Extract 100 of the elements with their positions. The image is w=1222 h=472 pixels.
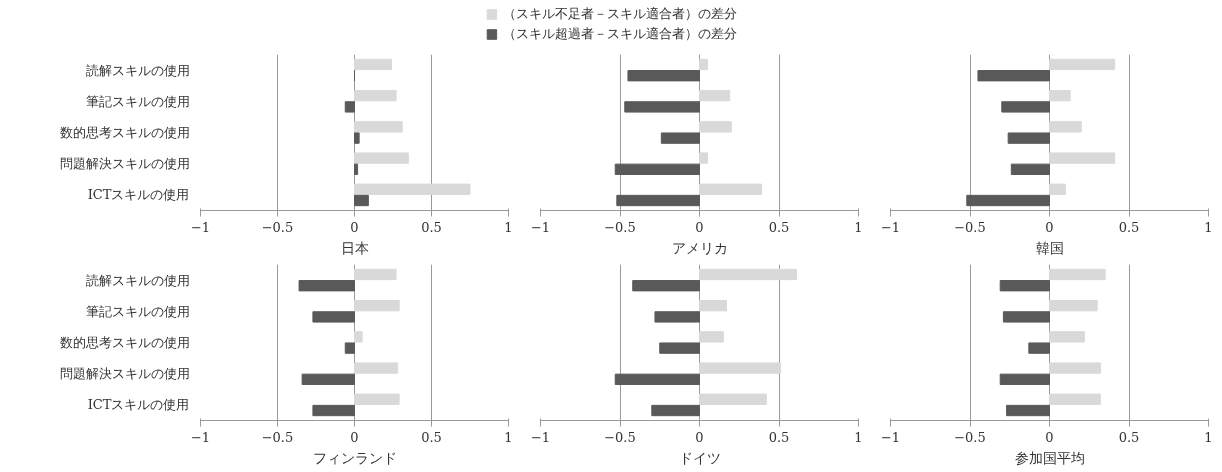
bar [354, 331, 363, 343]
bar [699, 58, 708, 71]
y-tick-label: 数的思考スキルの使用 [59, 335, 190, 350]
y-tick-label: 読解スキルの使用 [85, 62, 190, 78]
bar [1002, 311, 1050, 323]
x-tick-label: −1 [880, 429, 901, 445]
bar [699, 183, 763, 195]
x-tick-label: 0 [695, 219, 704, 235]
bar [1049, 121, 1082, 133]
x-tick-label: −0.5 [954, 219, 986, 235]
bar [660, 132, 700, 144]
x-tick-label: 1 [854, 219, 863, 235]
legend-label: （スキル不足者－スキル適合者）の差分 [502, 5, 737, 23]
bar [966, 194, 1050, 207]
bar [354, 268, 397, 281]
bar [1049, 393, 1101, 405]
bar [699, 393, 767, 405]
bar [699, 90, 731, 102]
legend-label: （スキル超過者－スキル適合者）の差分 [502, 25, 737, 43]
bar [1007, 132, 1050, 144]
bar [354, 300, 400, 312]
y-tick-label: 読解スキルの使用 [85, 272, 190, 288]
y-tick-label: 問題解決スキルの使用 [59, 366, 190, 382]
bar [624, 101, 700, 113]
x-axis-title: アメリカ [671, 239, 728, 256]
x-tick-label: −0.5 [604, 429, 636, 445]
x-tick-label: 0.5 [768, 219, 790, 235]
x-tick-label: 1 [1204, 429, 1213, 445]
bar [1049, 300, 1098, 312]
x-tick-label: −1 [880, 219, 901, 235]
x-tick-label: 1 [504, 429, 513, 445]
x-tick-label: 0 [350, 219, 359, 235]
bar [354, 393, 400, 405]
y-tick-label: 数的思考スキルの使用 [59, 125, 190, 140]
bar [1010, 163, 1050, 175]
x-tick-label: 1 [504, 219, 513, 235]
bar [354, 362, 399, 374]
bar [298, 280, 355, 292]
bar [699, 331, 724, 343]
bar [354, 132, 360, 144]
bar [354, 121, 403, 133]
bar [344, 342, 355, 354]
bar [1001, 101, 1050, 113]
x-tick-label: −1 [530, 219, 551, 235]
bar [1028, 342, 1050, 354]
x-tick-label: 0.5 [421, 429, 442, 445]
x-tick-label: −0.5 [261, 219, 294, 235]
x-axis-title: フィンランド [312, 449, 397, 466]
y-tick-label: ICTスキルの使用 [87, 397, 190, 413]
y-tick-label: 問題解決スキルの使用 [59, 156, 190, 172]
bar [699, 362, 782, 374]
bar [312, 311, 355, 323]
bar [699, 300, 728, 312]
bar [999, 280, 1050, 292]
x-tick-label: 1 [1204, 219, 1213, 235]
x-tick-label: −0.5 [261, 429, 294, 445]
y-tick-label: 筆記スキルの使用 [85, 93, 190, 109]
bar [999, 373, 1050, 385]
x-tick-label: −1 [530, 429, 551, 445]
bar [1049, 331, 1085, 343]
y-tick-label: ICTスキルの使用 [87, 187, 190, 203]
x-axis-title: 日本 [340, 239, 369, 256]
x-tick-label: 0.5 [421, 219, 442, 235]
bar [699, 152, 708, 164]
x-tick-label: 0.5 [1118, 219, 1140, 235]
bar [1049, 268, 1106, 281]
bar [1049, 183, 1066, 195]
bar [1049, 362, 1101, 374]
bar [344, 101, 355, 113]
bar [354, 58, 392, 71]
x-tick-label: −0.5 [954, 429, 986, 445]
bar [654, 311, 700, 323]
bar [301, 373, 355, 385]
bar [699, 268, 797, 281]
bar [614, 373, 700, 385]
bar [354, 152, 409, 164]
bar [977, 70, 1050, 82]
bar [614, 163, 700, 175]
x-tick-label: −1 [190, 429, 211, 445]
x-tick-label: −1 [190, 219, 211, 235]
x-tick-label: 1 [854, 429, 863, 445]
bar [632, 280, 700, 292]
x-tick-label: 0 [695, 429, 704, 445]
bar [627, 70, 700, 82]
bar [1049, 152, 1116, 164]
x-axis-title: 参加国平均 [1014, 449, 1085, 466]
bar [312, 404, 355, 417]
x-tick-label: 0 [1045, 429, 1054, 445]
bar [616, 194, 700, 207]
bar [354, 194, 369, 207]
bar [1049, 58, 1116, 71]
x-axis-title: ドイツ [678, 449, 721, 466]
bar [354, 183, 471, 195]
x-tick-label: −0.5 [604, 219, 636, 235]
x-axis-title: 韓国 [1035, 239, 1064, 256]
x-tick-label: 0 [350, 429, 359, 445]
x-tick-label: 0 [1045, 219, 1054, 235]
bar [1006, 404, 1050, 417]
bar [354, 90, 397, 102]
bar [699, 121, 732, 133]
